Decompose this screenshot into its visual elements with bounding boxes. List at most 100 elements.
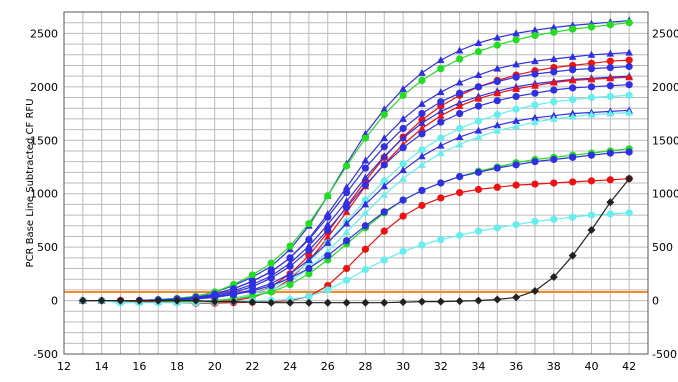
data-point — [531, 26, 539, 34]
data-point — [474, 168, 483, 176]
data-point — [531, 31, 539, 40]
data-point — [512, 29, 520, 37]
data-point — [493, 295, 502, 304]
data-point — [267, 282, 275, 290]
x-tick-label: 14 — [95, 360, 109, 373]
data-point — [512, 105, 520, 113]
data-point — [606, 74, 615, 82]
data-point — [625, 108, 633, 116]
data-point — [587, 211, 596, 219]
data-point — [436, 56, 445, 64]
data-point — [455, 297, 464, 306]
data-point — [606, 57, 614, 65]
data-point — [474, 117, 483, 125]
data-point — [361, 156, 370, 164]
data-point — [324, 286, 332, 294]
data-point — [437, 118, 445, 126]
data-point — [305, 264, 313, 273]
right-y-tick-label: 1000 — [652, 188, 678, 201]
right-y-tick-label: 2000 — [652, 81, 678, 94]
data-point — [342, 189, 351, 197]
data-point — [436, 88, 445, 96]
data-point — [361, 222, 370, 230]
x-tick-label: 20 — [208, 360, 222, 373]
data-point — [606, 92, 614, 101]
data-point — [418, 160, 426, 168]
data-point — [436, 141, 445, 149]
y-axis-title: PCR Base Line Subtracted CF RFU — [25, 99, 36, 268]
data-point — [342, 228, 351, 236]
data-point — [474, 126, 483, 134]
x-tick-label: 18 — [170, 360, 184, 373]
data-point — [569, 66, 577, 74]
data-point — [550, 179, 558, 187]
data-point — [512, 181, 520, 189]
data-point — [380, 152, 389, 160]
data-point — [493, 164, 501, 172]
data-point — [436, 107, 445, 115]
data-point — [342, 219, 351, 227]
data-point — [625, 174, 634, 183]
x-tick-label: 22 — [245, 360, 259, 373]
x-tick-label: 36 — [509, 360, 523, 373]
data-point — [267, 298, 276, 307]
data-point — [568, 251, 577, 260]
data-point — [380, 134, 389, 142]
data-point — [399, 298, 408, 307]
data-point — [606, 63, 614, 72]
data-point — [625, 209, 633, 217]
data-point — [229, 291, 238, 299]
x-tick-labels: 12 14 16 18 20 22 24 26 28 30 32 34 36 38 40 42 — [57, 360, 636, 373]
data-point — [474, 296, 483, 305]
right-y-tick-label: 1500 — [652, 134, 678, 147]
data-point — [625, 56, 633, 64]
x-tick-label: 28 — [358, 360, 372, 373]
data-point — [587, 23, 596, 31]
data-point — [530, 286, 539, 295]
data-point — [455, 133, 464, 141]
data-point — [456, 189, 464, 197]
data-point — [625, 91, 633, 99]
data-point — [342, 298, 351, 307]
data-point — [380, 208, 388, 216]
data-point — [380, 111, 388, 119]
data-point — [549, 273, 558, 282]
data-point — [305, 292, 313, 300]
data-point — [474, 185, 483, 194]
data-point — [531, 118, 539, 126]
data-point — [531, 81, 539, 89]
data-point — [587, 59, 596, 67]
data-point — [342, 276, 351, 284]
data-point — [606, 176, 614, 184]
x-tick-label: 32 — [434, 360, 448, 373]
data-point — [568, 112, 577, 120]
data-point — [606, 21, 614, 29]
data-point — [493, 183, 501, 191]
data-point — [361, 134, 370, 142]
data-point — [399, 174, 407, 182]
data-point — [304, 298, 313, 307]
data-point — [380, 177, 388, 185]
data-point — [342, 162, 351, 170]
data-point — [512, 122, 520, 130]
data-point — [531, 89, 539, 97]
data-point — [323, 220, 332, 228]
data-point — [267, 268, 275, 276]
x-tick-label: 16 — [132, 360, 146, 373]
data-point — [399, 247, 407, 255]
data-point — [380, 227, 388, 235]
data-point — [474, 38, 483, 46]
data-point — [267, 274, 275, 282]
data-point — [569, 178, 577, 186]
data-point — [361, 164, 370, 172]
plot-frame — [63, 11, 649, 355]
data-point — [286, 254, 294, 262]
data-point — [456, 89, 464, 97]
data-point — [437, 236, 445, 244]
y-tick-label: 2000 — [30, 81, 58, 94]
data-point — [305, 246, 313, 254]
data-point — [512, 92, 520, 101]
data-point — [399, 212, 407, 220]
data-point — [380, 182, 389, 190]
data-point — [436, 111, 445, 119]
